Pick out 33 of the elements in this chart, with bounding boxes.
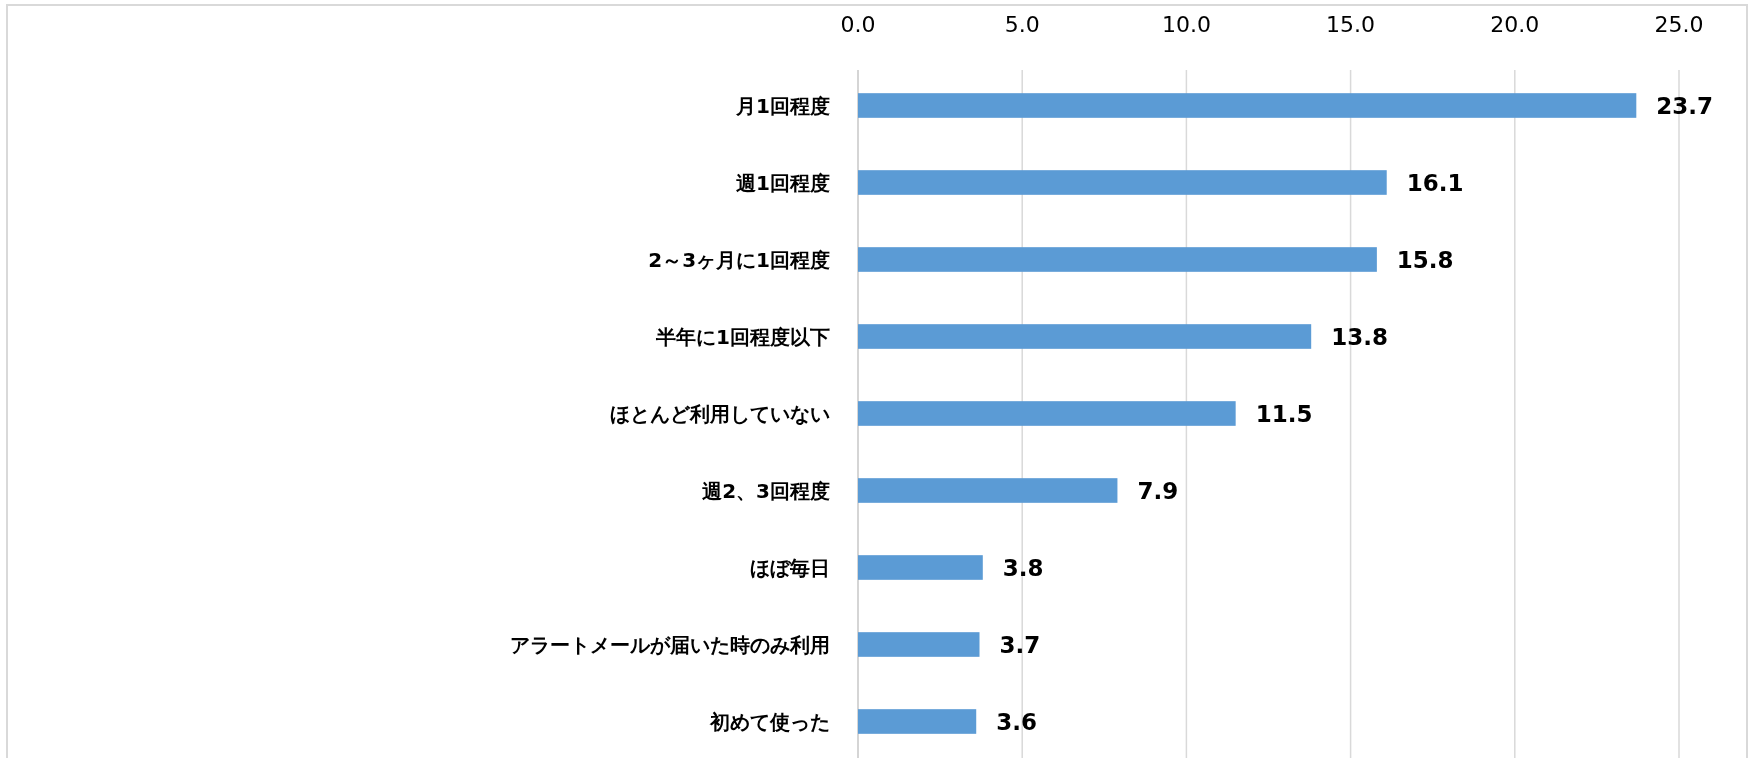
data-label: 3.6 xyxy=(996,708,1037,735)
x-tick-label: 5.0 xyxy=(1004,12,1040,37)
data-label: 3.7 xyxy=(999,631,1041,658)
data-label: 7.9 xyxy=(1137,477,1179,504)
bar xyxy=(858,478,1118,503)
data-label: 11.5 xyxy=(1255,400,1313,427)
y-tick-label: ほとんど利用していない xyxy=(610,401,830,426)
x-tick-label: 20.0 xyxy=(1490,12,1540,37)
y-tick-label: 2～3ヶ月に1回程度 xyxy=(648,247,830,272)
data-label: 16.1 xyxy=(1406,169,1464,196)
x-tick-label: 10.0 xyxy=(1161,12,1211,37)
bar xyxy=(858,324,1312,349)
y-tick-label: ほぼ毎日 xyxy=(750,555,830,580)
y-tick-label: 初めて使った xyxy=(709,709,830,734)
bar xyxy=(858,170,1387,195)
bar xyxy=(858,632,980,657)
data-label: 3.8 xyxy=(1002,554,1044,581)
bar xyxy=(858,93,1637,118)
y-tick-label: アラートメールが届いた時のみ利用 xyxy=(510,632,830,657)
data-label: 23.7 xyxy=(1656,92,1714,119)
x-tick-label: 25.0 xyxy=(1654,12,1704,37)
x-tick-label: 0.0 xyxy=(840,12,876,37)
bar xyxy=(858,709,977,734)
data-label: 15.8 xyxy=(1396,246,1454,273)
y-tick-label: 週2、3回程度 xyxy=(701,478,830,503)
y-tick-label: 半年に1回程度以下 xyxy=(655,324,830,349)
bar xyxy=(858,555,983,580)
bar xyxy=(858,401,1236,426)
y-tick-label: 月1回程度 xyxy=(735,93,830,118)
x-tick-label: 15.0 xyxy=(1326,12,1376,37)
bar xyxy=(858,247,1377,272)
y-tick-label: 週1回程度 xyxy=(735,170,830,195)
data-label: 13.8 xyxy=(1331,323,1388,350)
